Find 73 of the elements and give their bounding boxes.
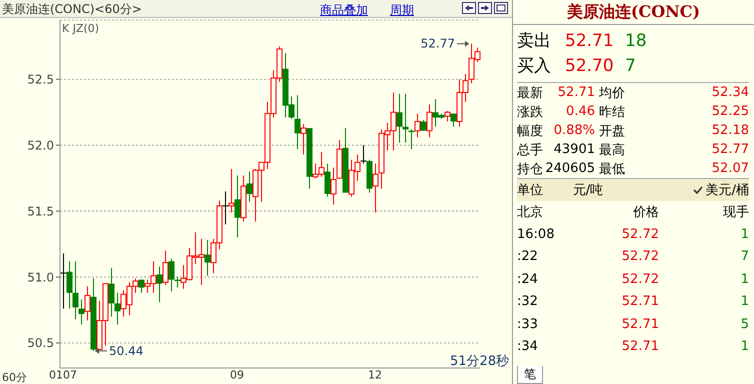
text: :34 — [517, 339, 538, 354]
candlestick — [228, 168, 234, 212]
text: 卖出 — [517, 31, 551, 51]
text: 持仓 — [517, 162, 543, 176]
text: :24 — [517, 272, 538, 287]
text: 52.25 — [712, 104, 749, 119]
x-tick-label: 0107 — [49, 368, 77, 382]
text: 52.72 — [622, 272, 659, 287]
text: 总手 — [517, 142, 543, 158]
y-tick-label: 51.5 — [27, 204, 54, 218]
text: 16:08 — [517, 226, 554, 242]
y-tick-label: 52.5 — [27, 72, 54, 87]
text: :33 — [517, 316, 538, 332]
text: 0.88% — [554, 123, 595, 138]
text: 7 — [740, 249, 749, 264]
annotation: 52.77 — [420, 36, 455, 51]
text: 52.71 — [558, 85, 595, 100]
x-tick-label: 09 — [230, 368, 244, 382]
annotation: 51分28秒 — [450, 353, 510, 370]
text: 1 — [740, 294, 749, 310]
text: 最新 — [517, 86, 543, 100]
text: 52.72 — [622, 249, 659, 264]
text: 元/吨 — [572, 183, 604, 198]
text: 北京 — [517, 205, 543, 220]
text: 幅度 — [517, 124, 543, 138]
y-tick-label: 52.0 — [27, 138, 54, 152]
x-tick-label: 12 — [368, 368, 382, 382]
text: 52.34 — [712, 85, 749, 100]
text: 52.71 — [622, 316, 659, 332]
text: 52.70 — [565, 56, 614, 76]
text: 1 — [740, 272, 749, 287]
text: 52.72 — [622, 226, 659, 242]
chart-title: 美原油连(CONC)<60分> — [2, 1, 142, 18]
text: :32 — [517, 294, 538, 310]
text: 价格 — [633, 205, 659, 220]
candlestick — [360, 145, 366, 164]
text: 买入 — [517, 56, 551, 76]
y-tick-label: 51.0 — [27, 270, 54, 284]
text: 52.71 — [622, 339, 659, 354]
text: 单位 — [517, 183, 543, 198]
text: 开盘 — [599, 124, 625, 138]
text: 最高 — [599, 142, 625, 158]
text: 美原油连(CONC) — [513, 0, 754, 25]
text: 均价 — [599, 86, 625, 100]
text: 昨结 — [599, 104, 625, 120]
text: 7 — [625, 56, 636, 76]
candlestick — [60, 253, 66, 309]
candlestick — [402, 94, 408, 143]
text: 涨跌 — [517, 104, 543, 120]
text: 18 — [625, 30, 647, 50]
text: 52.71 — [565, 30, 614, 50]
text: 240605 — [545, 161, 595, 176]
text: 52.18 — [712, 123, 749, 138]
text: :22 — [517, 249, 538, 264]
text: 52.07 — [712, 161, 749, 176]
candlestick — [408, 129, 414, 150]
text: 52.77 — [712, 142, 749, 157]
text: 60分 — [2, 370, 27, 384]
text: 商品叠加 — [320, 2, 368, 19]
text: 43901 — [554, 142, 595, 157]
text: 52.71 — [622, 294, 659, 310]
y-tick-label: 50.5 — [27, 336, 54, 350]
text: 0.46 — [566, 104, 595, 119]
text: 现手 — [723, 205, 749, 220]
annotation: 50.44 — [109, 344, 144, 358]
annotation: K JZ(0) — [62, 22, 100, 35]
text: 1 — [740, 339, 749, 354]
text: 1 — [740, 226, 749, 242]
candlestick — [222, 191, 228, 224]
text: 美元/桶 — [706, 183, 749, 198]
text: 周期 — [390, 2, 414, 19]
text: 最低 — [599, 162, 625, 176]
text: 5 — [740, 316, 749, 332]
